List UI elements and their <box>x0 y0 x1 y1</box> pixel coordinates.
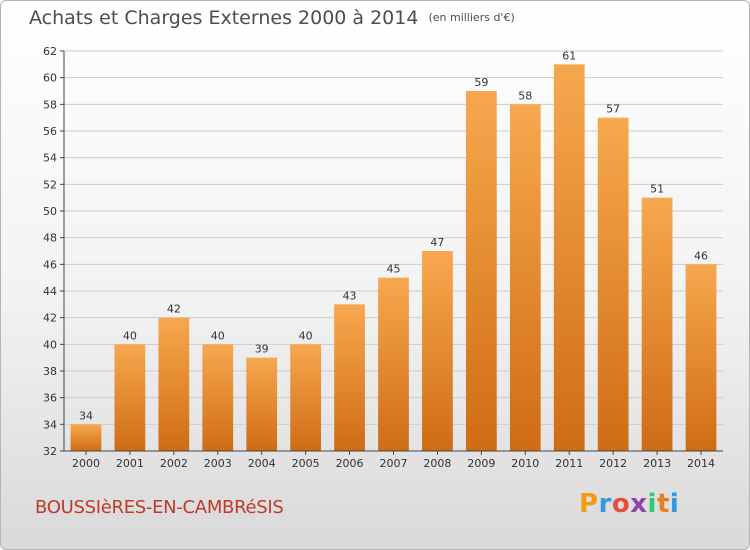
bar-2007 <box>378 277 409 451</box>
bars <box>70 64 717 452</box>
logo-letter: x <box>630 489 648 519</box>
data-label-2014: 46 <box>694 249 708 262</box>
logo-letter: r <box>598 489 612 519</box>
x-tick-label-2005: 2005 <box>292 457 320 470</box>
x-tick-label-2010: 2010 <box>511 457 539 470</box>
x-tick-label-2011: 2011 <box>555 457 583 470</box>
bar-2014 <box>685 264 717 451</box>
y-tick-label: 34 <box>43 418 57 431</box>
y-tick-label: 38 <box>43 365 57 378</box>
place-name: BOUSSIèRES-EN-CAMBRéSIS <box>35 497 284 518</box>
data-label-2011: 61 <box>562 49 576 62</box>
data-label-2010: 58 <box>518 89 532 102</box>
x-tick-label-2008: 2008 <box>423 457 451 470</box>
data-label-2006: 43 <box>343 289 357 302</box>
axes <box>63 51 723 452</box>
proxiti-logo: Proxiti <box>579 489 679 519</box>
bar-2003 <box>202 344 234 451</box>
bar-2000 <box>70 424 102 451</box>
y-tick-label: 58 <box>43 98 57 111</box>
y-axis-ticks: 32 34 36 38 40 42 44 46 48 50 52 54 56 58 60 62 <box>43 45 64 458</box>
y-tick-label: 40 <box>43 338 57 351</box>
data-labels: 34 40 42 40 39 40 43 45 47 59 58 61 57 51 46 <box>79 49 708 422</box>
bar-2006 <box>334 304 365 451</box>
chart-title: Achats et Charges Externes 2000 à 2014 (e… <box>29 7 515 29</box>
x-axis-ticks: 2000 2001 2002 2003 2004 2005 2006 2007 2008 2009… <box>72 451 715 470</box>
data-label-2008: 47 <box>430 236 444 249</box>
logo-letter: i <box>669 489 680 519</box>
y-tick-label: 54 <box>43 152 57 165</box>
logo-letter: o <box>611 489 631 519</box>
bar-2009 <box>465 91 497 451</box>
logo-letter: i <box>647 489 657 519</box>
x-tick-label-2002: 2002 <box>160 457 188 470</box>
data-label-2004: 39 <box>255 343 269 356</box>
x-tick-label-2001: 2001 <box>116 457 144 470</box>
y-tick-label: 52 <box>43 178 57 191</box>
data-label-2005: 40 <box>299 329 313 342</box>
x-tick-label-2014: 2014 <box>687 457 715 470</box>
x-tick-label-2007: 2007 <box>380 457 408 470</box>
bar-2001 <box>114 344 146 451</box>
data-label-2013: 51 <box>650 183 664 196</box>
x-tick-label-2013: 2013 <box>643 457 671 470</box>
bar-2012 <box>597 117 629 452</box>
logo-letter: t <box>656 489 670 519</box>
x-tick-label-2004: 2004 <box>248 457 276 470</box>
y-tick-label: 62 <box>43 45 57 58</box>
data-label-2003: 40 <box>211 329 225 342</box>
x-tick-label-2006: 2006 <box>336 457 364 470</box>
y-tick-label: 36 <box>43 392 57 405</box>
y-tick-label: 50 <box>43 205 57 218</box>
x-tick-label-2000: 2000 <box>72 457 100 470</box>
y-tick-label: 60 <box>43 72 57 85</box>
y-tick-label: 56 <box>43 125 57 138</box>
bar-2011 <box>553 64 585 452</box>
data-label-2001: 40 <box>123 329 137 342</box>
x-tick-label-2012: 2012 <box>599 457 627 470</box>
y-tick-label: 32 <box>43 445 57 458</box>
y-tick-label: 42 <box>43 312 57 325</box>
x-tick-label-2003: 2003 <box>204 457 232 470</box>
title-text: Achats et Charges Externes 2000 à 2014 <box>29 7 419 29</box>
data-label-2002: 42 <box>167 303 181 316</box>
bar-2010 <box>509 104 541 451</box>
data-label-2000: 34 <box>79 409 93 422</box>
bar-2005 <box>290 344 322 451</box>
y-tick-label: 48 <box>43 232 57 245</box>
data-label-2009: 59 <box>474 76 488 89</box>
logo-letter: P <box>579 489 599 519</box>
bar-2004 <box>246 357 278 451</box>
y-tick-label: 44 <box>43 285 57 298</box>
y-tick-label: 46 <box>43 258 57 271</box>
data-label-2012: 57 <box>606 103 620 116</box>
data-label-2007: 45 <box>387 263 401 276</box>
bar-2008 <box>422 251 453 451</box>
bar-2002 <box>158 317 190 451</box>
x-tick-label-2009: 2009 <box>467 457 495 470</box>
title-unit: (en milliers d'€) <box>428 11 515 24</box>
bar-2013 <box>641 197 673 451</box>
